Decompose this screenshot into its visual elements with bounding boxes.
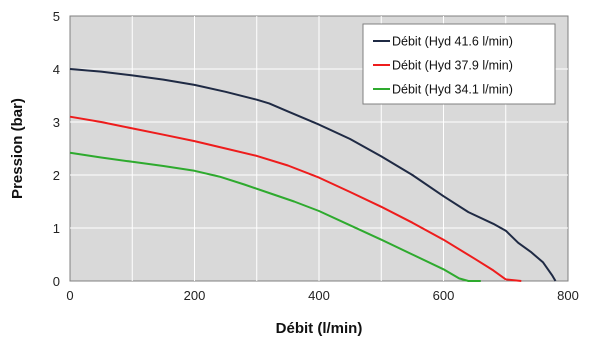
y-axis-ticks: 0 1 2 3 4 5 [53, 9, 60, 289]
y-tick-label: 4 [53, 62, 60, 77]
y-tick-label: 3 [53, 115, 60, 130]
legend: Débit (Hyd 41.6 l/min) Débit (Hyd 37.9 l/… [362, 23, 556, 105]
x-tick-label: 600 [433, 288, 455, 303]
x-axis-ticks: 0 200 400 600 800 [66, 288, 578, 303]
series-line-2 [69, 115, 522, 282]
legend-box [362, 23, 556, 105]
x-tick-label: 400 [308, 288, 330, 303]
legend-label-3: Débit (Hyd 34.1 l/min) [392, 83, 513, 97]
series-lines [69, 68, 557, 282]
legend-label-2: Débit (Hyd 37.9 l/min) [392, 59, 513, 73]
x-tick-label: 800 [557, 288, 579, 303]
y-tick-label: 5 [53, 9, 60, 24]
x-tick-label: 0 [66, 288, 73, 303]
y-axis-title: Pression (bar) [9, 98, 26, 199]
y-tick-label: 1 [53, 221, 60, 236]
x-axis-title: Débit (l/min) [276, 320, 363, 337]
legend-label-1: Débit (Hyd 41.6 l/min) [392, 35, 513, 49]
series-line-1 [69, 68, 557, 282]
x-tick-label: 200 [184, 288, 206, 303]
y-tick-label: 2 [53, 168, 60, 183]
y-tick-label: 0 [53, 274, 60, 289]
series-line-3 [69, 151, 481, 282]
